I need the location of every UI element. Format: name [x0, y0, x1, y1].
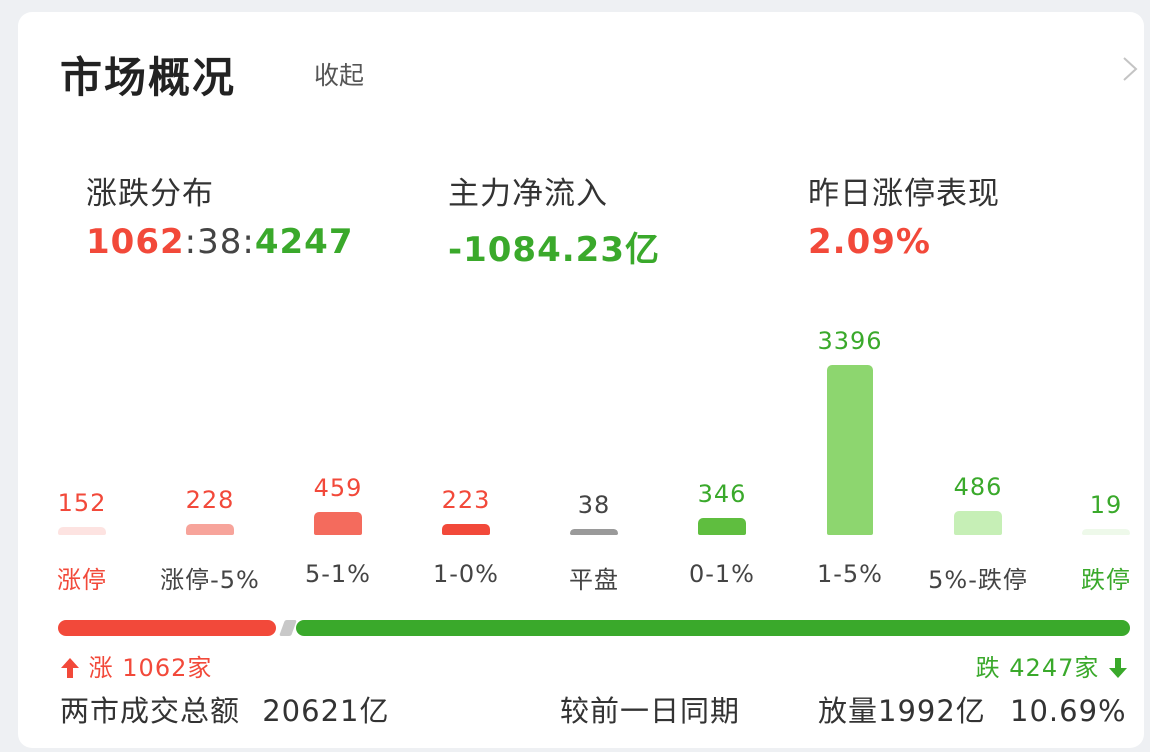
down-summary-unit: 家 — [1074, 654, 1100, 682]
turnover: 两市成交总额 20621亿 — [60, 688, 390, 730]
up-summary-count: 1062 — [122, 654, 188, 682]
bar — [186, 524, 234, 535]
bar-category-label: 平盘 — [569, 566, 619, 594]
down-summary-label: 跌 — [975, 654, 1001, 682]
bar-category-label: 跌停 — [1081, 566, 1131, 594]
bar-column[interactable]: 486 5%-跌停 — [914, 0, 1042, 600]
net-inflow-value: -1084.23亿 — [448, 230, 660, 270]
bar-value-label: 3396 — [817, 327, 883, 355]
down-count: 4247 — [254, 222, 354, 262]
bar — [570, 529, 618, 535]
up-count: 1062 — [86, 222, 185, 262]
bar-category-label: 1-0% — [432, 560, 499, 588]
bar-category-label: 5%-跌停 — [928, 566, 1028, 594]
distribution-chart[interactable]: 152 涨停 228 涨停-5% 459 5-1% 223 1-0% 38 平盘 346 0-1% 33… — [0, 0, 1150, 600]
bar-value-label: 38 — [577, 491, 611, 519]
up-ratio-bar — [58, 620, 276, 636]
volume-change-value: 放量1992亿 — [818, 694, 986, 728]
turnover-label: 两市成交总额 — [60, 694, 241, 728]
bar-column[interactable]: 459 5-1% — [274, 0, 402, 600]
bar-value-label: 346 — [697, 480, 747, 508]
bar — [954, 511, 1002, 535]
separator: : — [242, 222, 255, 262]
up-summary-unit: 家 — [187, 654, 213, 682]
net-inflow-label: 主力净流入 — [448, 176, 608, 212]
bar — [442, 524, 490, 535]
bar-column[interactable]: 223 1-0% — [402, 0, 530, 600]
bar-column[interactable]: 152 涨停 — [18, 0, 146, 600]
bar-category-label: 1-5% — [816, 560, 883, 588]
volume-change-pct: 10.69% — [1010, 694, 1127, 728]
limit-up-perf-value: 2.09% — [808, 222, 931, 262]
bar-column[interactable]: 19 跌停 — [1042, 0, 1150, 600]
limit-up-perf-label: 昨日涨停表现 — [808, 176, 1000, 212]
bar — [58, 527, 106, 535]
bar — [1082, 529, 1130, 535]
up-summary: 涨 1062家 — [60, 648, 212, 683]
up-summary-label: 涨 — [88, 654, 114, 682]
down-summary: 跌 4247家 — [976, 648, 1128, 683]
down-ratio-bar — [296, 620, 1130, 636]
bar — [827, 365, 873, 535]
bar-value-label: 228 — [185, 486, 235, 514]
bar-value-label: 223 — [441, 486, 491, 514]
bar-category-label: 涨停 — [57, 566, 107, 594]
bar-column[interactable]: 3396 1-5% — [786, 0, 914, 600]
bar-category-label: 涨停-5% — [160, 566, 260, 594]
bar-value-label: 152 — [57, 489, 107, 517]
page-title: 市场概况 — [60, 53, 237, 102]
arrow-down-icon — [1109, 658, 1127, 678]
bar — [314, 512, 362, 535]
bar — [698, 518, 746, 535]
compare-label: 较前一日同期 — [560, 694, 741, 728]
down-summary-count: 4247 — [1009, 654, 1075, 682]
bar-category-label: 0-1% — [688, 560, 755, 588]
bar-column[interactable]: 346 0-1% — [658, 0, 786, 600]
distribution-label: 涨跌分布 — [86, 176, 214, 212]
bar-value-label: 459 — [313, 474, 363, 502]
separator: : — [184, 222, 198, 262]
chevron-right-icon[interactable] — [1118, 55, 1142, 83]
bar-column[interactable]: 38 平盘 — [530, 0, 658, 600]
flat-count: 38 — [197, 222, 243, 262]
bar-value-label: 19 — [1089, 491, 1123, 519]
collapse-button[interactable]: 收起 — [314, 61, 365, 90]
distribution-value: 1062:38:4247 — [86, 222, 353, 262]
bar-category-label: 5-1% — [304, 560, 371, 588]
turnover-value: 20621亿 — [262, 694, 390, 728]
arrow-up-icon — [61, 658, 79, 678]
bar-value-label: 486 — [953, 473, 1003, 501]
volume-change: 放量1992亿 10.69% — [818, 688, 1127, 730]
bar-column[interactable]: 228 涨停-5% — [146, 0, 274, 600]
